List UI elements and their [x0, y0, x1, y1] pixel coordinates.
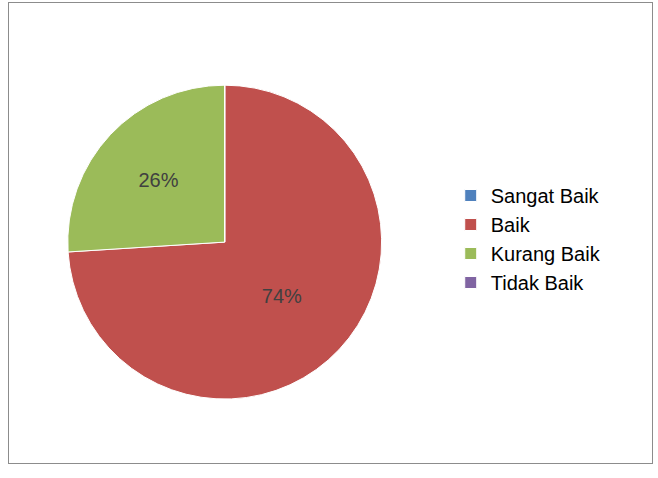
svg-text:Baik: Baik: [491, 214, 531, 236]
svg-text:26%: 26%: [138, 169, 178, 191]
svg-text:Sangat Baik: Sangat Baik: [491, 185, 600, 207]
svg-text:74%: 74%: [262, 285, 302, 307]
svg-text:Kurang Baik: Kurang Baik: [491, 243, 601, 265]
svg-text:Tidak Baik: Tidak Baik: [491, 272, 585, 294]
